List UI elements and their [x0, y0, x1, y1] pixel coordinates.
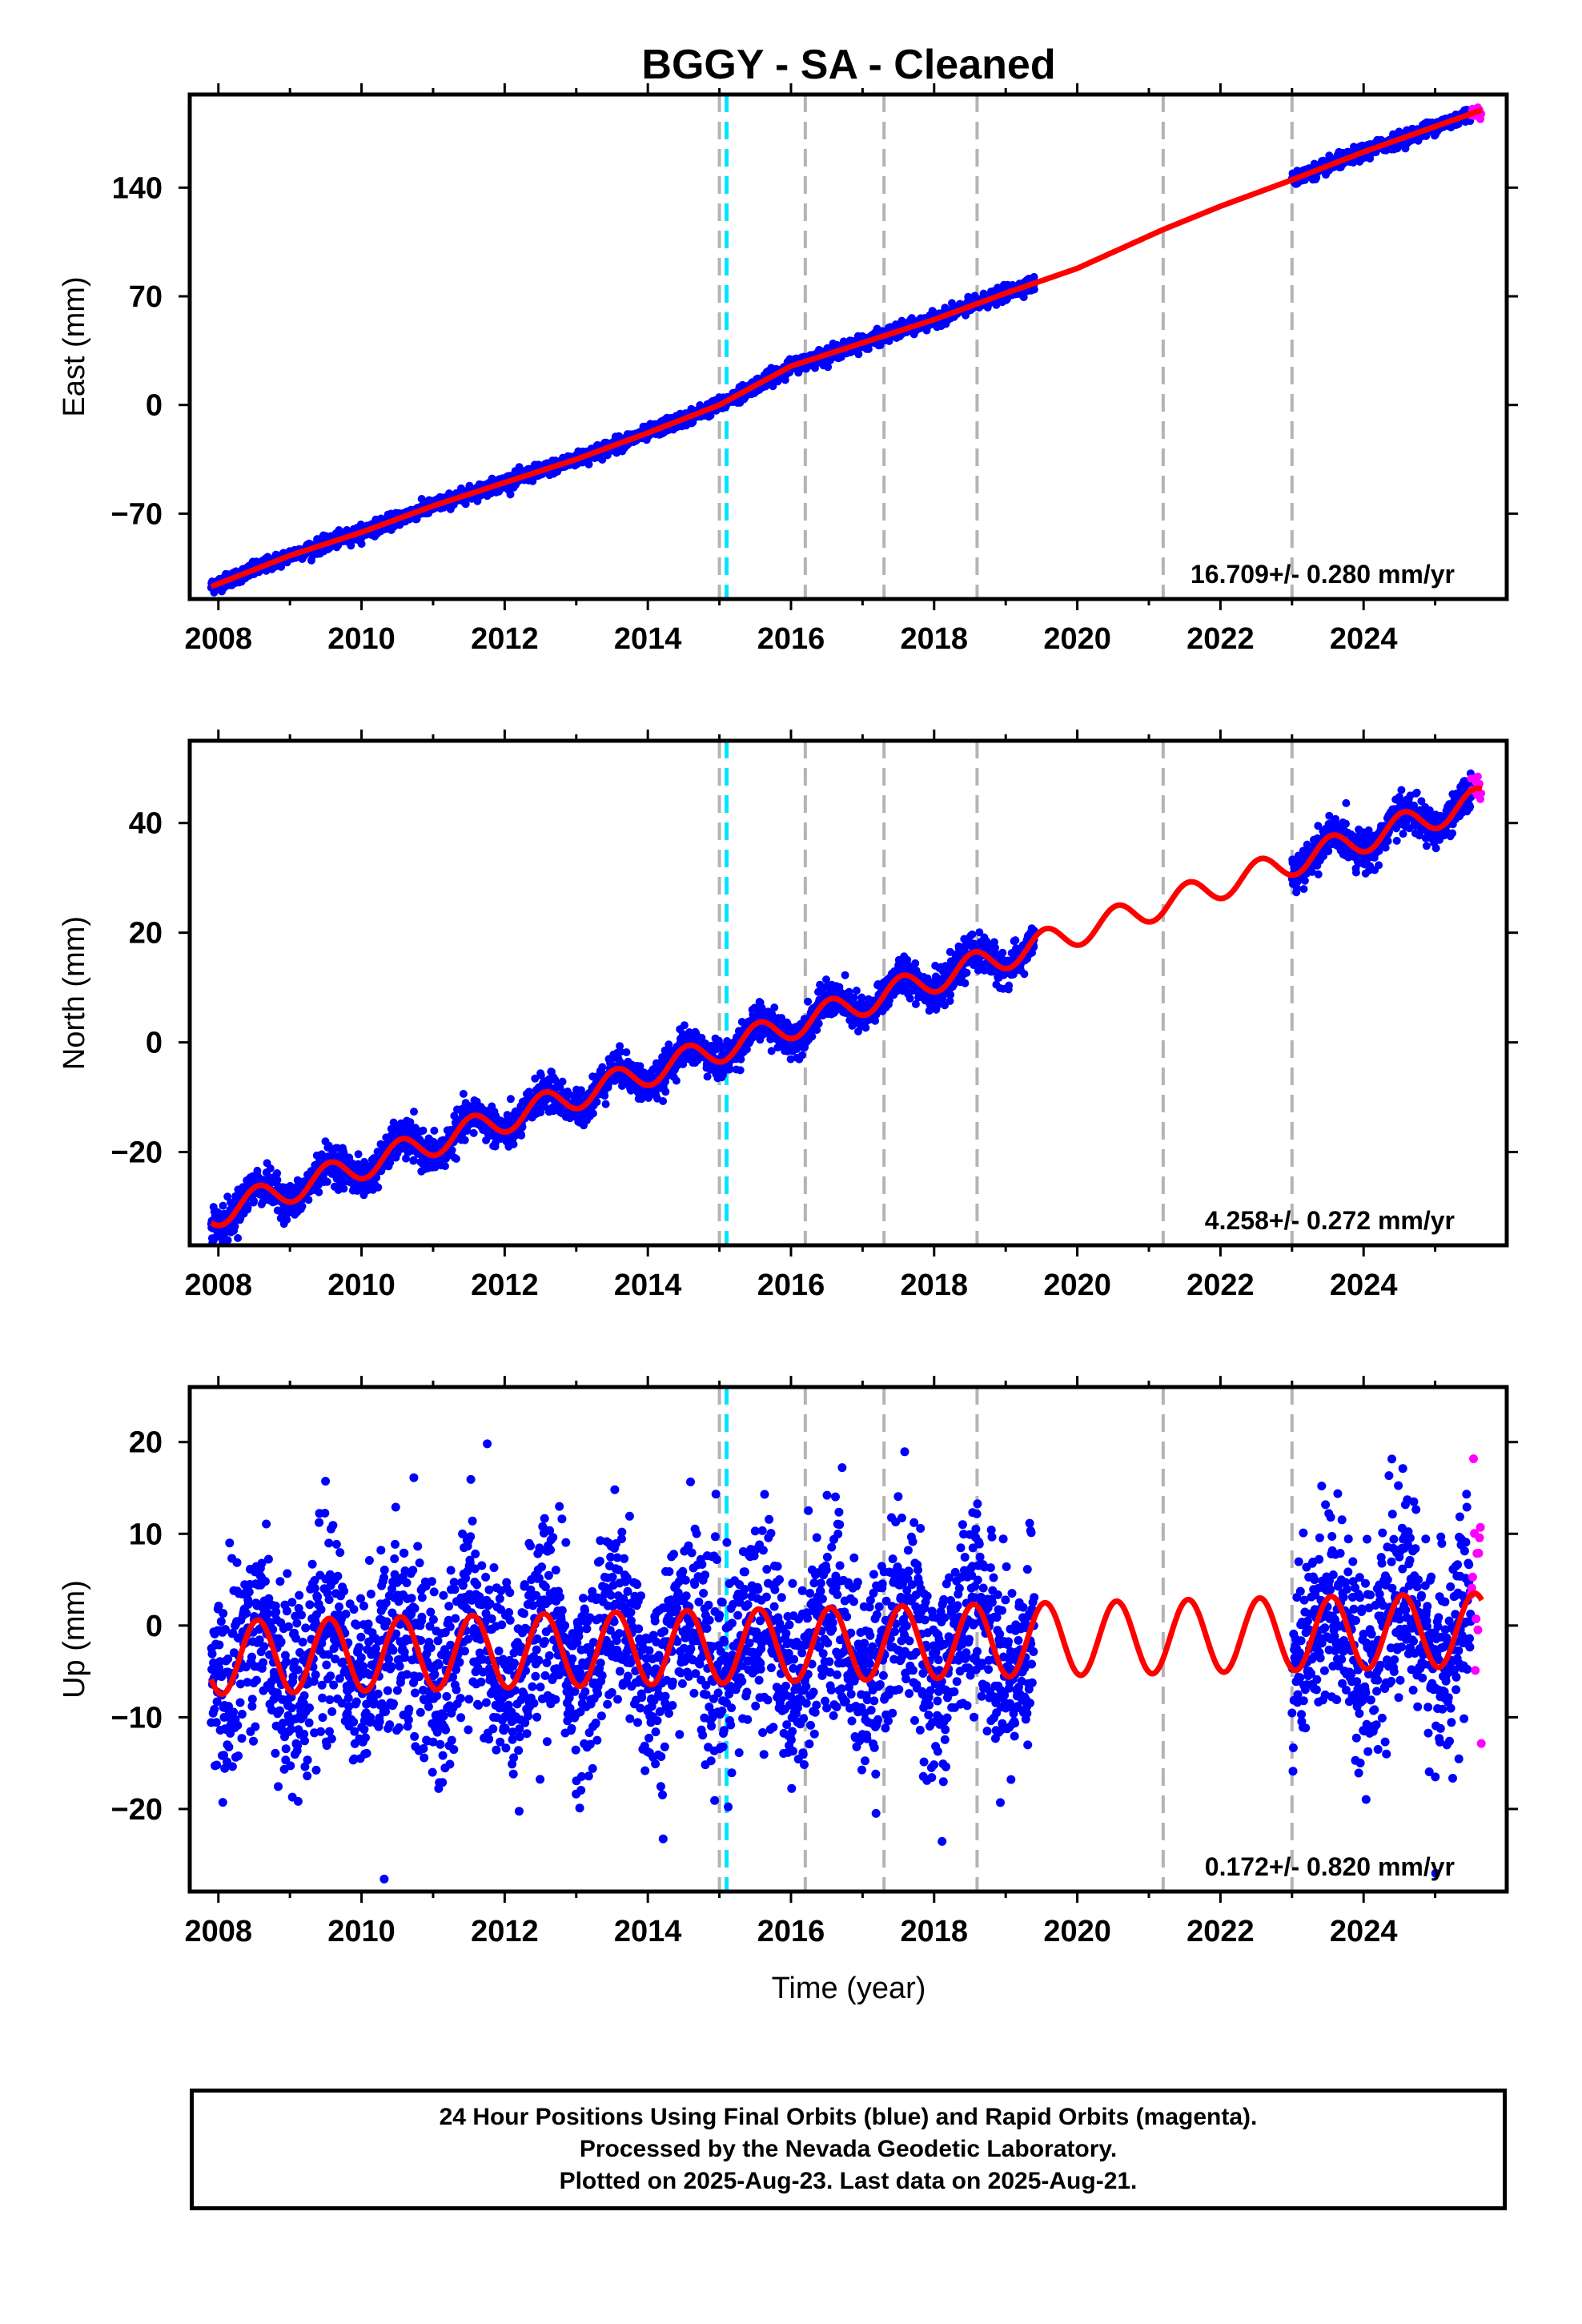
x-tick-label: 2012: [471, 622, 539, 656]
y-tick-label: 0: [146, 389, 163, 423]
y-axis-label: East (mm): [58, 276, 91, 416]
data-point: [1030, 285, 1038, 294]
data-point: [459, 1089, 468, 1098]
x-tick-label: 2008: [184, 622, 252, 656]
data-point: [266, 1164, 275, 1173]
data-point: [598, 1063, 607, 1072]
data-point: [598, 456, 607, 464]
data-point: [304, 1196, 313, 1204]
x-tick-label: 2018: [901, 622, 969, 656]
data-point: [506, 1095, 515, 1104]
data-point: [223, 1236, 232, 1244]
data-point: [588, 1109, 597, 1118]
data-point: [460, 1136, 469, 1144]
data-point: [234, 1234, 243, 1242]
data-point: [509, 1140, 518, 1148]
data-point: [339, 1184, 348, 1193]
data-point: [601, 1100, 610, 1108]
data-point: [558, 1077, 567, 1086]
data-point: [347, 541, 355, 550]
east-panel: 2008 2010 2012 2014 2016 2018 2020 2022 2024 −70 0…: [58, 83, 1518, 656]
data-point: [283, 1216, 291, 1224]
data-point: [461, 500, 470, 509]
data-point: [243, 1203, 252, 1212]
x-tick-label: 2014: [614, 622, 682, 656]
data-point: [273, 1169, 282, 1177]
data-point: [419, 1126, 428, 1135]
north-panel: 2008 2010 2012 2014 2016 2018 2020 2022 2024−200…: [58, 730, 1518, 1302]
data-point: [253, 1166, 262, 1175]
data-point: [417, 495, 426, 503]
data-point: [323, 1177, 331, 1186]
data-point: [854, 350, 863, 359]
data-point: [298, 1202, 307, 1211]
plot-frame: [187, 92, 1509, 601]
data-point: [452, 1155, 460, 1163]
data-point: [315, 1188, 323, 1196]
y-tick-label: 70: [129, 280, 163, 314]
data-point: [430, 1126, 439, 1135]
series-points-0: [207, 769, 1476, 1245]
x-tick-label: 2024: [1330, 622, 1398, 656]
data-point: [517, 1131, 526, 1140]
y-tick-label: −70: [111, 497, 163, 531]
data-point: [273, 1176, 282, 1184]
data-point: [250, 1196, 259, 1205]
data-point: [441, 1162, 449, 1171]
data-point: [824, 363, 833, 372]
data-point: [354, 1150, 363, 1159]
x-tick-label: 2020: [1043, 622, 1111, 656]
data-point: [357, 540, 366, 549]
y-tick-label: 140: [112, 171, 163, 205]
data-point: [469, 1128, 478, 1137]
chart-title: BGGY - SA - Cleaned: [641, 42, 1055, 88]
data-point: [1030, 272, 1038, 281]
x-tick-label: 2010: [327, 622, 396, 656]
plot-area: [207, 94, 1486, 599]
data-point: [864, 344, 873, 353]
data-point: [506, 490, 515, 499]
x-tick-label: 2022: [1186, 622, 1255, 656]
data-point: [374, 1183, 383, 1192]
data-point: [592, 1098, 601, 1107]
plot-area: [207, 741, 1486, 1245]
model-line: [209, 107, 1484, 589]
data-point: [410, 1108, 418, 1116]
data-point: [219, 1201, 227, 1210]
rate-annotation: 16.709+/- 0.280 mm/yr: [1191, 560, 1455, 589]
x-tick-label: 2016: [757, 622, 825, 656]
data-point: [231, 1222, 239, 1231]
